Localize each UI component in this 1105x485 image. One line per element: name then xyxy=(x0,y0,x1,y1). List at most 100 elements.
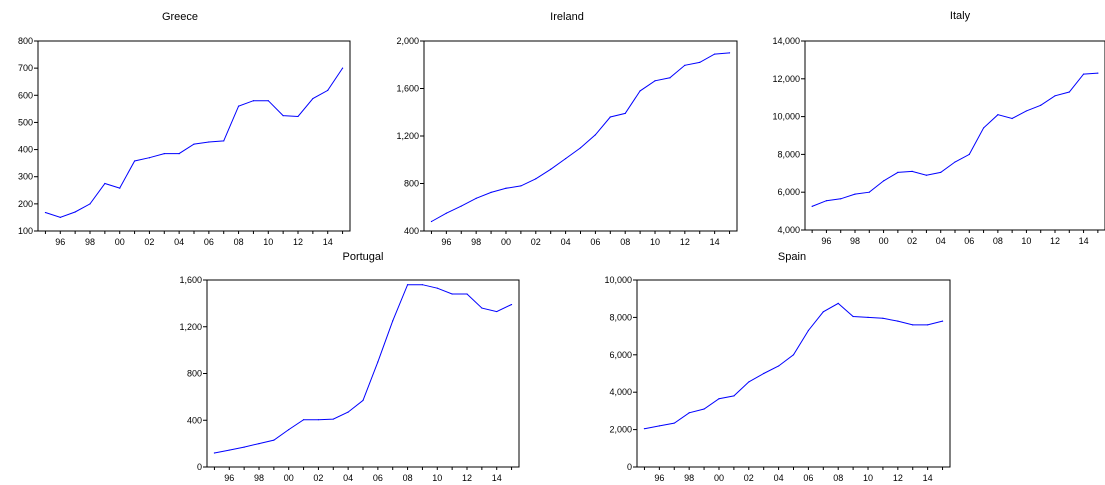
y-tick-label: 600 xyxy=(18,90,33,100)
x-tick-label: 14 xyxy=(923,473,933,483)
x-tick-label: 00 xyxy=(501,237,511,247)
data-point xyxy=(912,324,914,326)
data-point xyxy=(178,153,180,155)
data-point xyxy=(550,168,552,170)
x-tick-label: 98 xyxy=(684,473,694,483)
chart-title: Italy xyxy=(950,10,971,22)
x-tick-label: 00 xyxy=(284,473,294,483)
x-tick-label: 02 xyxy=(744,473,754,483)
chart-title: Portugal xyxy=(343,251,384,263)
x-tick-label: 96 xyxy=(821,236,831,246)
x-tick-label: 08 xyxy=(403,473,413,483)
chart-title: Ireland xyxy=(550,11,584,23)
data-point xyxy=(714,53,716,55)
data-point xyxy=(609,116,611,118)
data-point xyxy=(119,187,121,189)
y-tick-label: 14,000 xyxy=(772,36,800,46)
plot-frame xyxy=(423,40,738,232)
data-point xyxy=(490,191,492,194)
x-tick-label: 98 xyxy=(85,237,95,247)
data-point xyxy=(505,187,507,189)
data-point xyxy=(208,141,210,143)
data-point xyxy=(564,157,567,160)
x-tick-label: 14 xyxy=(1079,236,1089,246)
data-point xyxy=(868,191,870,193)
y-tick-label: 4,000 xyxy=(777,225,800,235)
data-point xyxy=(193,143,195,145)
data-point xyxy=(288,429,290,431)
data-point xyxy=(728,52,731,54)
x-tick-label: 96 xyxy=(441,237,451,247)
data-point xyxy=(213,452,216,454)
data-point xyxy=(748,381,750,383)
y-tick-label: 6,000 xyxy=(777,187,800,197)
data-point xyxy=(777,365,780,367)
data-point xyxy=(703,408,705,410)
data-point xyxy=(718,398,720,400)
data-point xyxy=(163,153,165,155)
x-tick-label: 04 xyxy=(774,473,784,483)
data-point xyxy=(954,161,956,163)
data-point xyxy=(579,147,582,149)
x-tick-label: 12 xyxy=(462,473,472,483)
data-point xyxy=(658,425,660,427)
data-point xyxy=(811,205,813,207)
x-tick-label: 10 xyxy=(863,473,873,483)
x-tick-label: 08 xyxy=(833,473,843,483)
data-point xyxy=(1011,117,1013,120)
y-tick-label: 12,000 xyxy=(772,74,800,84)
x-tick-label: 06 xyxy=(803,473,813,483)
data-point xyxy=(654,80,656,82)
data-point xyxy=(1097,72,1099,74)
chart-title: Greece xyxy=(162,11,198,23)
data-point xyxy=(1082,73,1085,75)
data-point xyxy=(496,310,498,313)
x-tick-label: 08 xyxy=(993,236,1003,246)
y-tick-label: 1,200 xyxy=(179,322,202,332)
data-point xyxy=(867,316,869,318)
series-line xyxy=(45,67,344,218)
x-tick-label: 98 xyxy=(471,237,481,247)
y-tick-label: 800 xyxy=(187,369,202,379)
data-point xyxy=(74,211,76,213)
y-tick-label: 200 xyxy=(18,199,33,209)
y-tick-label: 0 xyxy=(627,462,632,472)
y-tick-label: 8,000 xyxy=(777,149,800,159)
data-point xyxy=(624,112,626,115)
chart-panel-ireland: Ireland 400 800 1,200 1,600 2,000 96 98 00 02 04 06… xyxy=(396,11,738,247)
x-tick-label: 02 xyxy=(531,237,541,247)
data-point xyxy=(792,354,795,356)
x-tick-label: 06 xyxy=(204,237,214,247)
data-point xyxy=(460,205,462,207)
data-point xyxy=(89,203,91,205)
x-tick-label: 10 xyxy=(1021,236,1031,246)
data-point xyxy=(1068,91,1070,93)
data-point xyxy=(347,411,349,413)
y-tick-label: 1,600 xyxy=(179,275,202,285)
x-tick-label: 12 xyxy=(293,237,303,247)
data-point xyxy=(133,160,136,162)
data-point xyxy=(535,178,537,180)
x-tick-label: 98 xyxy=(850,236,860,246)
data-point xyxy=(332,418,334,420)
data-point xyxy=(807,329,810,332)
x-tick-label: 04 xyxy=(936,236,946,246)
data-point xyxy=(341,67,344,69)
data-point xyxy=(911,170,913,173)
x-tick-label: 96 xyxy=(224,473,234,483)
data-point xyxy=(297,115,299,118)
chart-title: Spain xyxy=(778,251,806,263)
data-point xyxy=(237,105,240,107)
y-tick-label: 400 xyxy=(18,145,33,155)
data-point xyxy=(228,449,230,451)
data-point xyxy=(733,395,735,397)
data-point xyxy=(927,324,929,326)
x-tick-label: 00 xyxy=(714,473,724,483)
data-point xyxy=(684,64,686,66)
data-point xyxy=(475,197,477,199)
data-point xyxy=(982,127,985,129)
y-tick-label: 0 xyxy=(197,462,202,472)
data-point xyxy=(594,134,597,136)
data-point xyxy=(148,157,151,159)
chart-panel-spain: Spain 0 2,000 4,000 6,000 8,000 10,000 96 98 00 02… xyxy=(604,251,951,483)
